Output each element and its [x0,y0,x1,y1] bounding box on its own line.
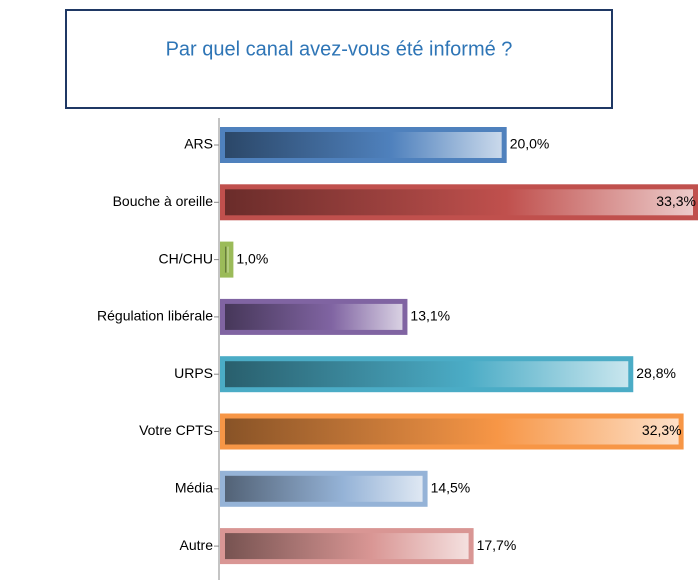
bar [225,475,423,502]
y-tick-label: URPS [174,365,213,381]
title-box [65,9,613,109]
bar [225,189,693,216]
bar [225,418,679,445]
bar [225,246,229,273]
value-label: 17,7% [477,537,517,553]
bar [225,361,629,388]
y-tick-label: Bouche à oreille [113,193,214,209]
value-label: 20,0% [510,136,550,152]
value-label: 1,0% [236,250,268,266]
y-tick-label: CH/CHU [159,250,213,266]
y-tick-label: Votre CPTS [139,422,213,438]
bar [225,132,502,158]
value-label: 14,5% [431,480,471,496]
bar [225,533,469,560]
y-tick-label: Média [175,480,213,496]
y-tick-label: Régulation libérale [97,308,213,324]
value-label: 13,1% [410,308,450,324]
value-label: 32,3% [642,422,682,438]
bar [225,303,403,330]
y-tick-label: ARS [184,136,213,152]
chart-title: Par quel canal avez-vous été informé ? [166,38,513,60]
value-label: 28,8% [636,365,676,381]
value-label: 33,3% [656,193,696,209]
y-tick-label: Autre [180,537,214,553]
